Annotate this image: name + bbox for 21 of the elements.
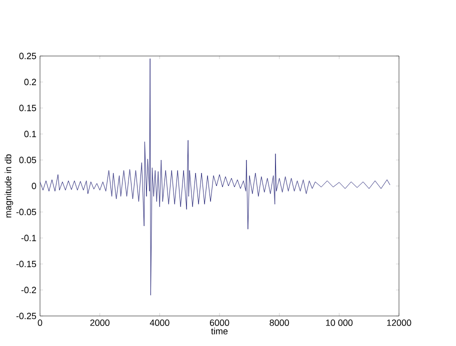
x-axis-title: time — [211, 328, 228, 334]
y-tick-label: 0.05 — [19, 156, 36, 164]
y-tick-label: -0.05 — [16, 208, 36, 216]
y-tick-label: -0.25 — [16, 312, 36, 320]
y-tick-label: -0.15 — [16, 260, 36, 268]
x-tick-label: 6000 — [210, 320, 230, 326]
y-tick-label: 0.25 — [19, 52, 36, 60]
x-tick-label: 10 000 — [326, 320, 353, 326]
x-tick-label: 2000 — [90, 320, 110, 326]
y-axis-title: magnitude in db — [4, 154, 14, 218]
x-tick-label: 12000 — [387, 320, 412, 326]
x-tick-label: 8000 — [270, 320, 289, 326]
y-tick-label: -0.2 — [21, 286, 36, 294]
y-tick-label: 0.15 — [19, 104, 36, 112]
y-tick-label: 0 — [32, 182, 36, 190]
y-tick-label: -0.1 — [21, 234, 36, 242]
y-tick-label: 0.2 — [24, 78, 36, 86]
line-series — [40, 58, 390, 296]
y-tick-label: 0.1 — [24, 130, 36, 138]
x-tick-label: 0 — [38, 320, 42, 326]
x-tick-label: 4000 — [150, 320, 170, 326]
